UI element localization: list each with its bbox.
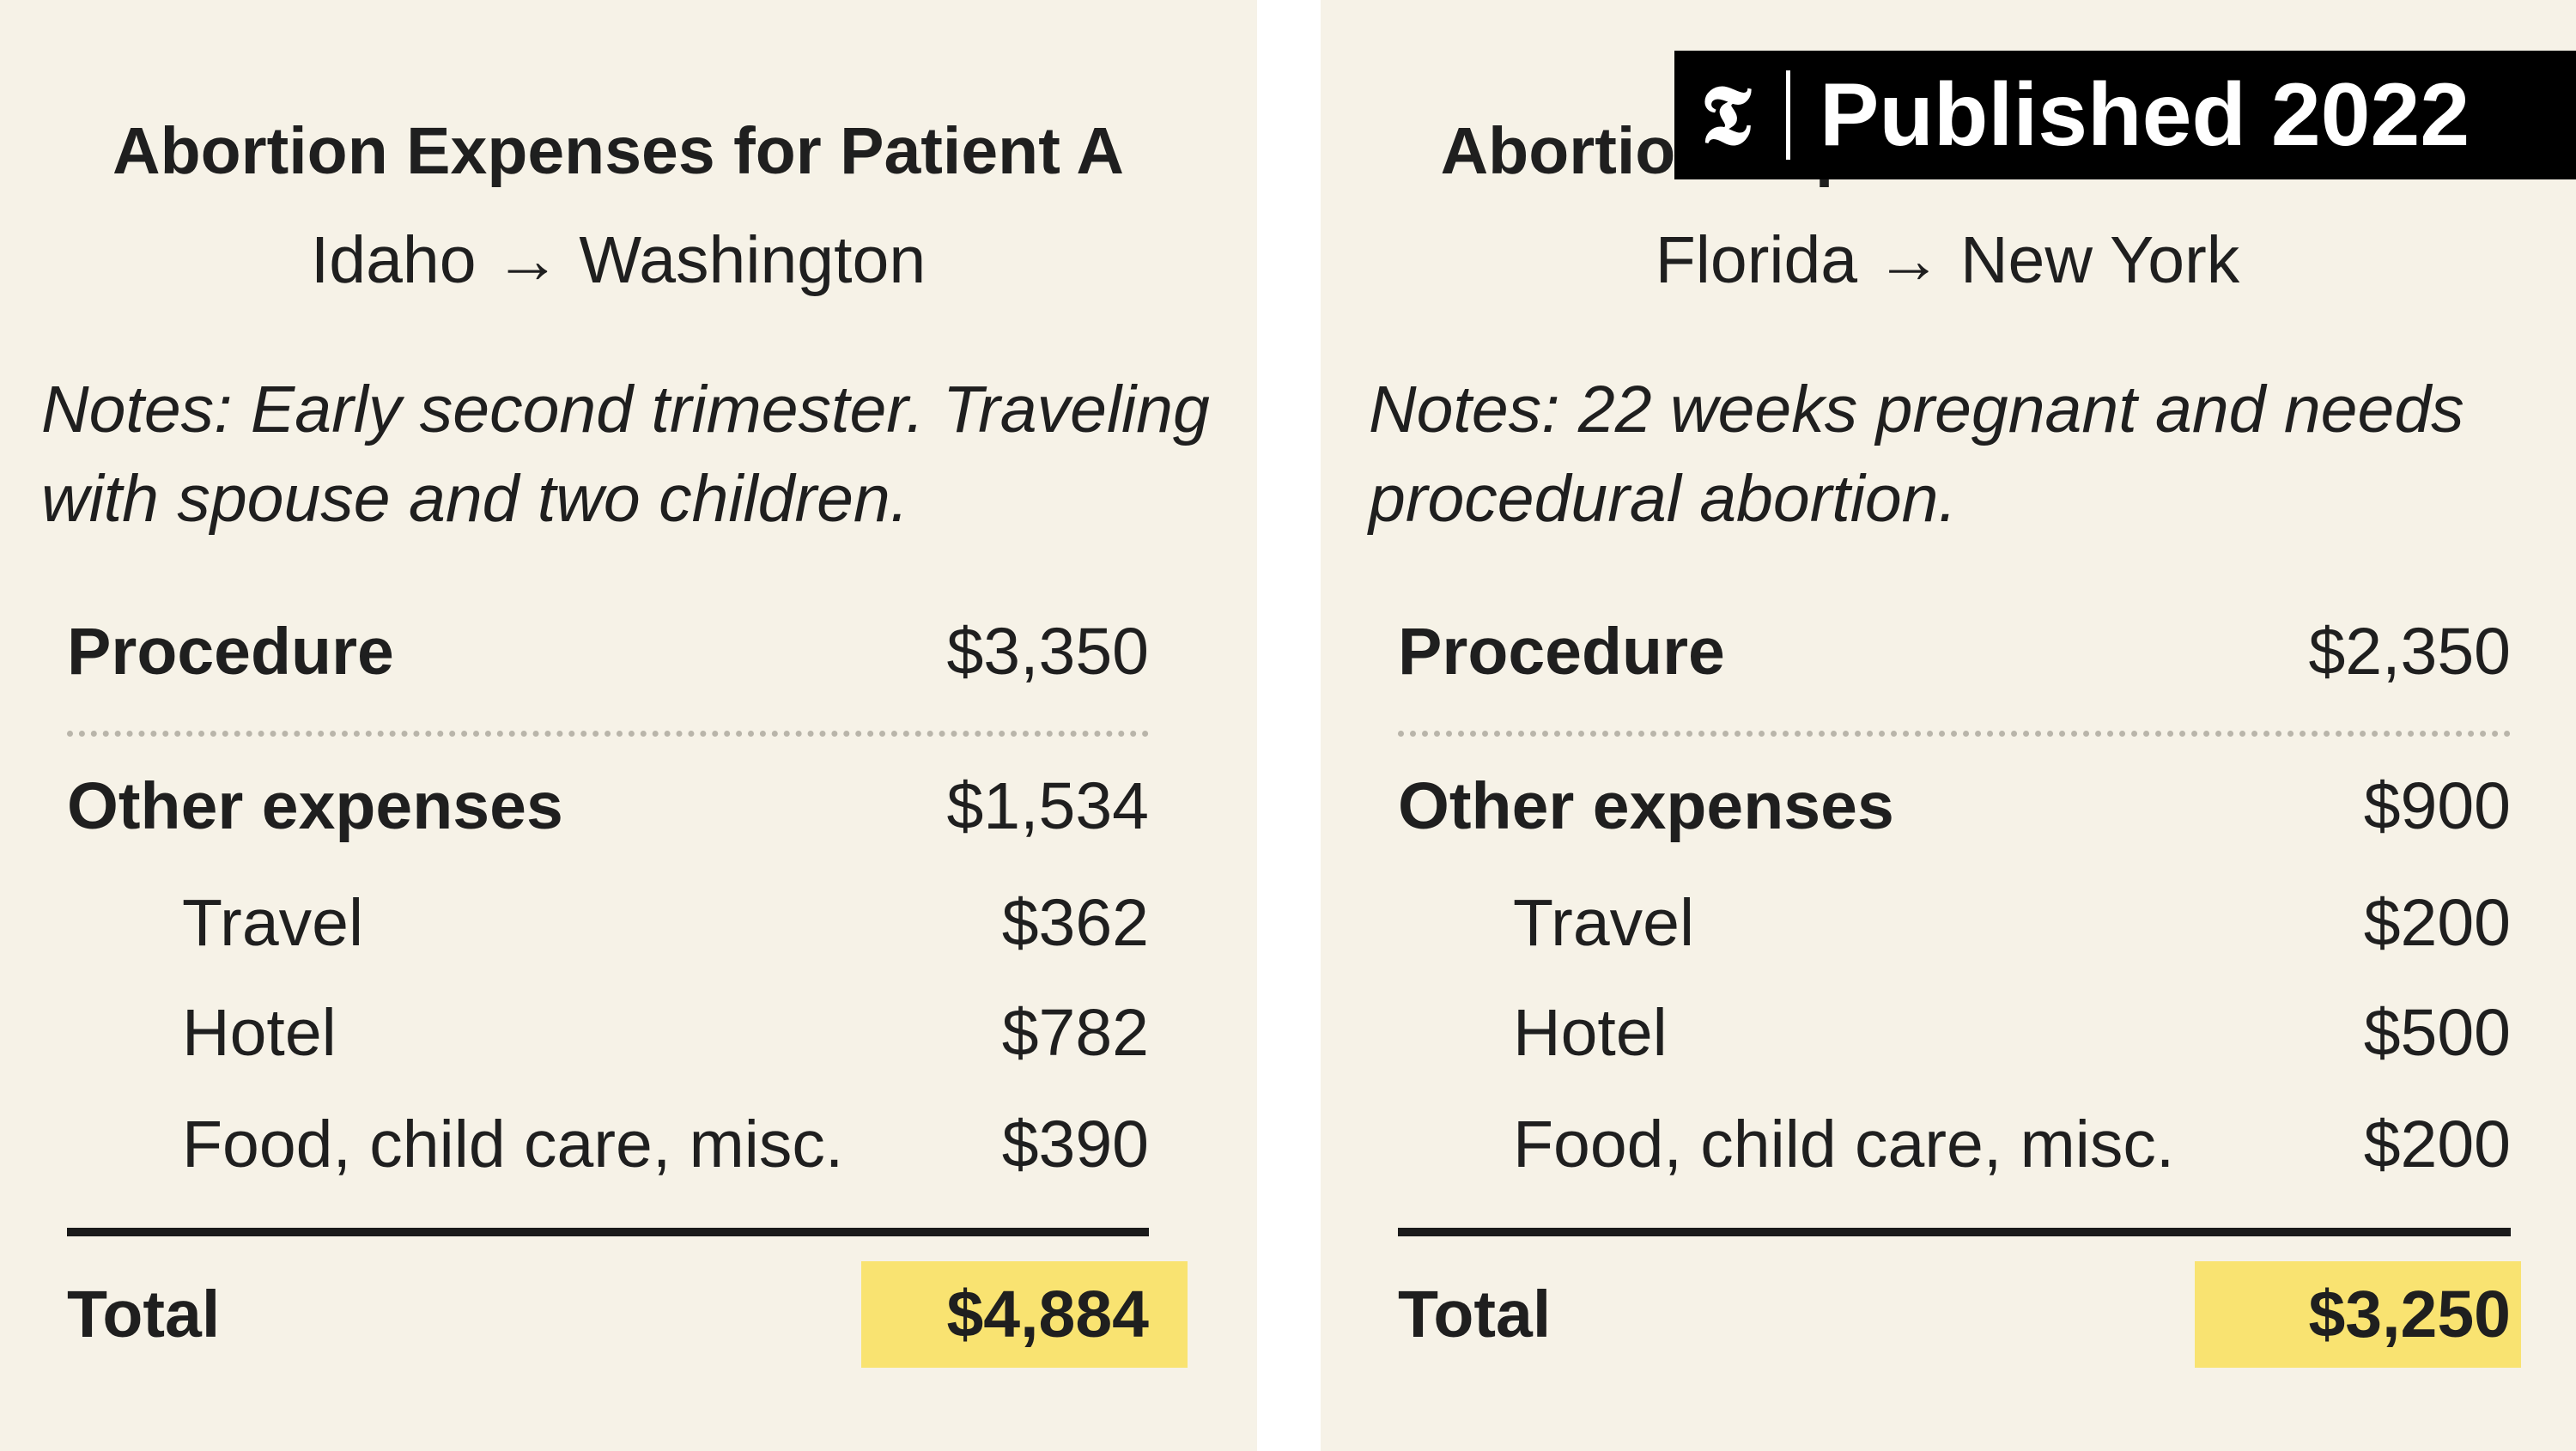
total-label: Total bbox=[67, 1278, 221, 1351]
hotel-label: Hotel bbox=[1513, 996, 1668, 1070]
procedure-label: Procedure bbox=[1398, 615, 1725, 689]
hotel-value: $782 bbox=[1001, 996, 1149, 1070]
total-value: $3,250 bbox=[2308, 1278, 2511, 1351]
hotel-label: Hotel bbox=[182, 996, 337, 1070]
food-childcare-misc-label: Food, child care, misc. bbox=[1513, 1108, 2175, 1181]
total-rule bbox=[1398, 1228, 2511, 1236]
food-childcare-misc-value: $390 bbox=[1001, 1108, 1149, 1181]
other-expenses-label: Other expenses bbox=[1398, 769, 1894, 843]
total-label: Total bbox=[1398, 1278, 1552, 1351]
expense-panel-patient-b: Abortion Expenses for Patient B Florida … bbox=[1321, 0, 2576, 1451]
route: Idaho → Washington bbox=[0, 219, 1236, 301]
total-highlight bbox=[861, 1261, 1188, 1368]
notes: Notes: 22 weeks pregnant and needs proce… bbox=[1369, 365, 2554, 543]
dotted-divider bbox=[1398, 731, 2511, 737]
route-arrow-icon: → bbox=[494, 223, 561, 297]
route-from: Idaho bbox=[310, 223, 477, 297]
procedure-value: $2,350 bbox=[2308, 615, 2511, 689]
other-expenses-value: $900 bbox=[2363, 769, 2511, 843]
travel-label: Travel bbox=[1513, 886, 1695, 960]
notes-line-1: Notes: 22 weeks pregnant and needs bbox=[1369, 373, 2464, 446]
route-to: New York bbox=[1959, 223, 2240, 297]
travel-label: Travel bbox=[182, 886, 364, 960]
total-highlight bbox=[2195, 1261, 2521, 1368]
route-arrow-icon: → bbox=[1875, 223, 1942, 297]
published-badge: 𝕿 Published 2022 bbox=[1674, 51, 2576, 179]
expense-panel-patient-a: Abortion Expenses for Patient A Idaho → … bbox=[0, 0, 1257, 1451]
badge-separator bbox=[1786, 70, 1790, 160]
travel-value: $362 bbox=[1001, 886, 1149, 960]
notes: Notes: Early second trimester. Traveling… bbox=[41, 365, 1243, 543]
total-rule bbox=[67, 1228, 1149, 1236]
hotel-value: $500 bbox=[2363, 996, 2511, 1070]
notes-line-2: with spouse and two children. bbox=[41, 462, 909, 536]
published-date: Published 2022 bbox=[1820, 65, 2470, 165]
travel-value: $200 bbox=[2363, 886, 2511, 960]
notes-line-1: Notes: Early second trimester. Traveling bbox=[41, 373, 1210, 446]
notes-line-2: procedural abortion. bbox=[1369, 462, 1957, 536]
route: Florida → New York bbox=[1321, 219, 2574, 301]
procedure-value: $3,350 bbox=[946, 615, 1149, 689]
dotted-divider bbox=[67, 731, 1149, 737]
other-expenses-label: Other expenses bbox=[67, 769, 563, 843]
procedure-label: Procedure bbox=[67, 615, 394, 689]
food-childcare-misc-value: $200 bbox=[2363, 1108, 2511, 1181]
nyt-logo-icon: 𝕿 bbox=[1700, 66, 1752, 163]
other-expenses-value: $1,534 bbox=[946, 769, 1149, 843]
panel-title: Abortion Expenses for Patient A bbox=[112, 114, 1124, 188]
food-childcare-misc-label: Food, child care, misc. bbox=[182, 1108, 844, 1181]
total-value: $4,884 bbox=[946, 1278, 1149, 1351]
route-from: Florida bbox=[1655, 223, 1858, 297]
route-to: Washington bbox=[579, 223, 927, 297]
